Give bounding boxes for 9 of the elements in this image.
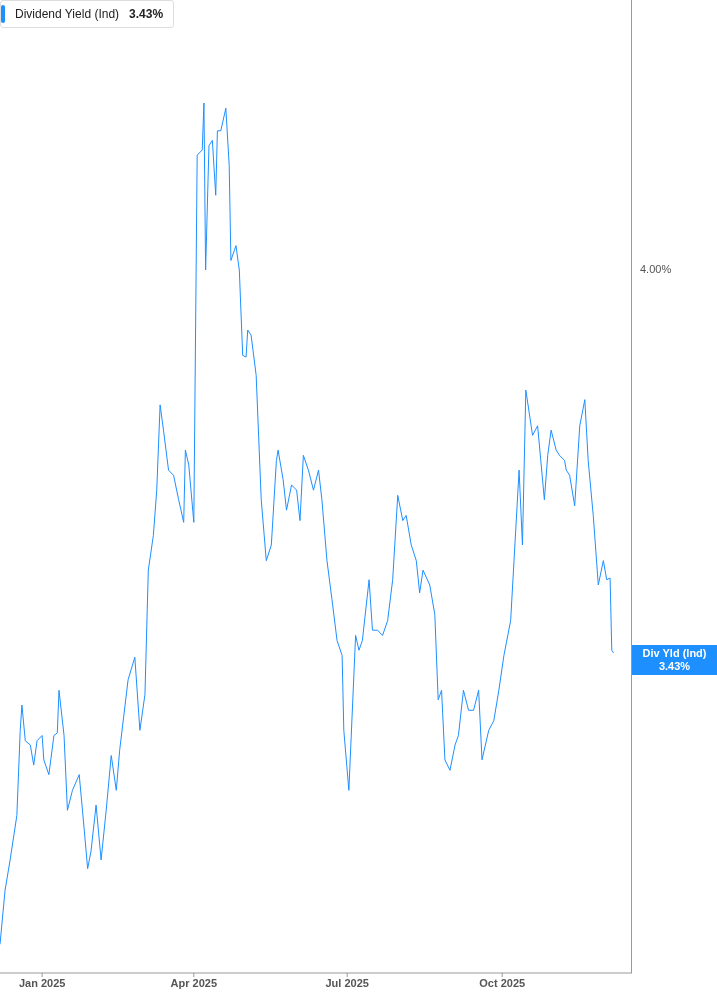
text: 3.43% bbox=[657, 660, 692, 673]
x-tick-label: Jan 2025 bbox=[18, 976, 66, 989]
x-tick-label: Apr 2025 bbox=[170, 976, 218, 989]
chart-subtitle: 3.43% bbox=[129, 7, 164, 21]
x-tick-label: Oct 2025 bbox=[479, 976, 526, 989]
legend-label: Dividend Yield (Ind) bbox=[15, 7, 120, 21]
text: Div Yld (Ind) bbox=[641, 647, 708, 660]
x-tick-label: Jul 2025 bbox=[325, 976, 369, 989]
text: 4.00% bbox=[640, 263, 672, 275]
